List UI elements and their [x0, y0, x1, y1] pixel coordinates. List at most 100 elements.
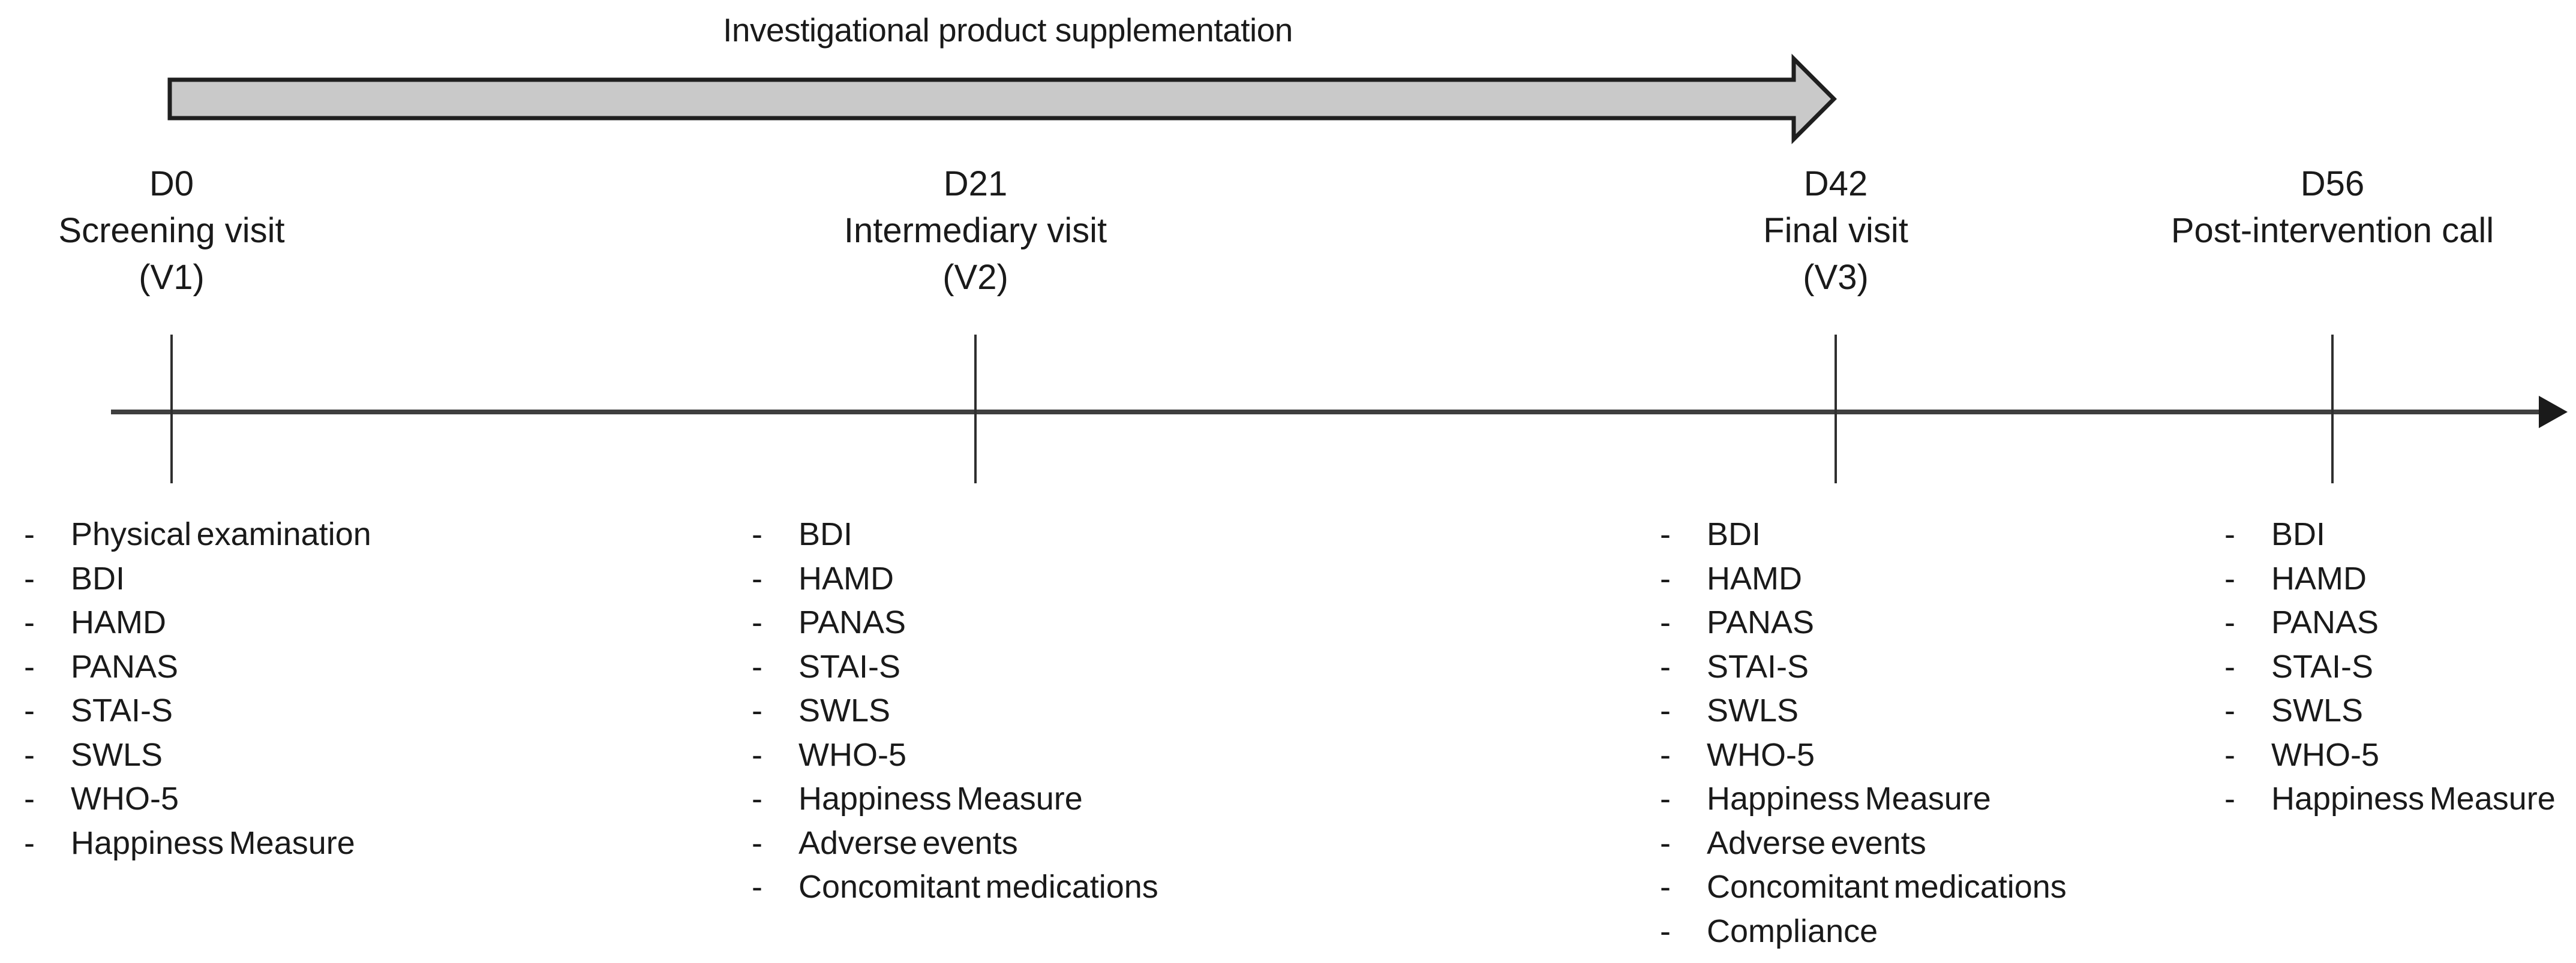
- assessment-item: - HAMD: [24, 601, 371, 645]
- assessment-item: - SWLS: [752, 689, 1158, 733]
- assessment-item: - HAMD: [752, 557, 1158, 601]
- dash-bullet: -: [24, 560, 35, 597]
- dash-bullet: -: [2224, 648, 2235, 685]
- dash-bullet: -: [1660, 516, 1671, 552]
- dash-bullet: -: [752, 604, 762, 640]
- assessment-item: - STAI-S: [24, 689, 371, 733]
- assessment-item: - Adverse events: [1660, 821, 2067, 866]
- dash-bullet: -: [2224, 736, 2235, 773]
- assessment-item: - SWLS: [24, 733, 371, 778]
- assessment-item: - WHO-5: [752, 733, 1158, 778]
- assessment-label: WHO-5: [798, 736, 906, 773]
- assessment-item: - WHO-5: [24, 777, 371, 821]
- assessment-label: Concomitant medications: [1707, 869, 2067, 905]
- visit-name: Screening visit: [58, 211, 285, 250]
- dash-bullet: -: [2224, 781, 2235, 817]
- assessment-item: - WHO-5: [2224, 733, 2556, 778]
- dash-bullet: -: [2224, 516, 2235, 552]
- assessment-label: Happiness Measure: [1707, 781, 1991, 817]
- assessment-label: SWLS: [1707, 693, 1799, 729]
- assessment-item: - Physical examination: [24, 513, 371, 557]
- dash-bullet: -: [24, 516, 35, 552]
- visit-name: Post-intervention call: [2170, 211, 2494, 250]
- assessment-item: - SWLS: [1660, 689, 2067, 733]
- assessment-label: STAI-S: [2271, 648, 2374, 685]
- assessment-item: - WHO-5: [1660, 733, 2067, 778]
- assessment-label: PANAS: [71, 648, 179, 685]
- visit-header-d0: D0 Screening visit (V1): [0, 161, 442, 301]
- assessment-label: Happiness Measure: [71, 824, 355, 861]
- dash-bullet: -: [1660, 648, 1671, 685]
- assessment-label: Adverse events: [798, 824, 1018, 861]
- assessment-item: - PANAS: [24, 645, 371, 690]
- assessment-item: - STAI-S: [752, 645, 1158, 690]
- assessment-label: SWLS: [798, 693, 891, 729]
- visit-header-d56: D56 Post-intervention call: [2062, 161, 2576, 301]
- visit-code: (V2): [942, 258, 1008, 297]
- assessment-label: Happiness Measure: [2271, 781, 2556, 817]
- assessment-list-d56: - BDI - HAMD - PANAS - STAI-S - SWLS - WHO-5 -…: [2224, 513, 2556, 821]
- dash-bullet: -: [2224, 693, 2235, 729]
- visit-day: D42: [1803, 164, 1868, 203]
- dash-bullet: -: [752, 824, 762, 861]
- dash-bullet: -: [24, 604, 35, 640]
- assessment-label: Physical examination: [71, 516, 371, 552]
- assessment-label: HAMD: [71, 604, 166, 640]
- visit-header-d42: D42 Final visit (V3): [1566, 161, 2106, 301]
- dash-bullet: -: [24, 648, 35, 685]
- dash-bullet: -: [1660, 781, 1671, 817]
- dash-bullet: -: [1660, 736, 1671, 773]
- assessment-item: - PANAS: [1660, 601, 2067, 645]
- dash-bullet: -: [752, 560, 762, 597]
- dash-bullet: -: [752, 869, 762, 905]
- dash-bullet: -: [752, 781, 762, 817]
- assessment-item: - PANAS: [752, 601, 1158, 645]
- dash-bullet: -: [752, 736, 762, 773]
- assessment-label: STAI-S: [1707, 648, 1809, 685]
- assessment-item: - HAMD: [1660, 557, 2067, 601]
- supplementation-arrow-icon: [167, 53, 1837, 145]
- dash-bullet: -: [1660, 560, 1671, 597]
- assessment-item: - Compliance: [1660, 910, 2067, 954]
- assessment-label: Compliance: [1707, 913, 1878, 949]
- assessment-item: - SWLS: [2224, 689, 2556, 733]
- dash-bullet: -: [24, 693, 35, 729]
- assessment-item: - Adverse events: [752, 821, 1158, 866]
- assessment-item: - Happiness Measure: [2224, 777, 2556, 821]
- dash-bullet: -: [2224, 560, 2235, 597]
- dash-bullet: -: [752, 693, 762, 729]
- assessment-list-d0: - Physical examination - BDI - HAMD - PANAS …: [24, 513, 371, 865]
- visit-name: Final visit: [1763, 211, 1908, 250]
- dash-bullet: -: [1660, 604, 1671, 640]
- dash-bullet: -: [24, 824, 35, 861]
- assessment-label: SWLS: [2271, 693, 2364, 729]
- dash-bullet: -: [2224, 604, 2235, 640]
- visit-code: (V1): [139, 258, 205, 297]
- assessment-label: HAMD: [1707, 560, 1802, 597]
- assessment-label: BDI: [1707, 516, 1761, 552]
- assessment-label: PANAS: [2271, 604, 2379, 640]
- assessment-label: WHO-5: [1707, 736, 1815, 773]
- assessment-list-d42: - BDI - HAMD - PANAS - STAI-S - SWLS - WHO-5 -…: [1660, 513, 2067, 953]
- assessment-item: - BDI: [24, 557, 371, 601]
- assessment-label: WHO-5: [2271, 736, 2379, 773]
- assessment-item: - BDI: [1660, 513, 2067, 557]
- assessment-item: - HAMD: [2224, 557, 2556, 601]
- assessment-item: - Concomitant medications: [1660, 865, 2067, 910]
- assessment-item: - Happiness Measure: [24, 821, 371, 866]
- assessment-item: - BDI: [2224, 513, 2556, 557]
- dash-bullet: -: [752, 648, 762, 685]
- assessment-list-d21: - BDI - HAMD - PANAS - STAI-S - SWLS - WHO-5 -…: [752, 513, 1158, 910]
- assessment-label: BDI: [71, 560, 125, 597]
- assessment-item: - Concomitant medications: [752, 865, 1158, 910]
- assessment-item: - BDI: [752, 513, 1158, 557]
- assessment-label: PANAS: [798, 604, 906, 640]
- timeline-arrowhead-icon: [2539, 396, 2568, 428]
- assessment-label: STAI-S: [798, 648, 901, 685]
- assessment-label: STAI-S: [71, 693, 173, 729]
- dash-bullet: -: [24, 736, 35, 773]
- assessment-label: HAMD: [798, 560, 894, 597]
- assessment-label: BDI: [798, 516, 853, 552]
- visit-header-d21: D21 Intermediary visit (V2): [705, 161, 1245, 301]
